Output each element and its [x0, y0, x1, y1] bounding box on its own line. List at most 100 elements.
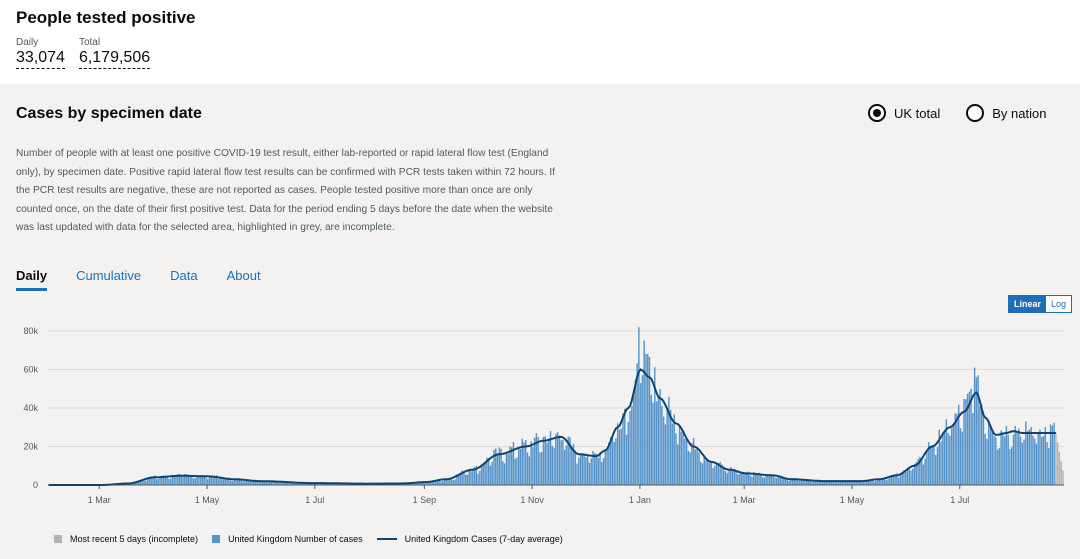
linear-scale-button[interactable]: Linear: [1009, 296, 1047, 312]
daily-case-bar: [830, 481, 833, 485]
blue-swatch-icon: [212, 535, 221, 543]
daily-case-bar: [712, 468, 714, 485]
daily-case-bar: [807, 480, 810, 485]
daily-case-bar: [717, 463, 720, 485]
tab-data[interactable]: Data: [170, 268, 198, 283]
log-scale-button[interactable]: Log: [1046, 296, 1072, 312]
daily-case-bar: [986, 438, 988, 485]
daily-case-bar: [201, 474, 204, 485]
daily-case-bar: [701, 463, 704, 485]
daily-case-bar: [844, 480, 847, 485]
daily-case-bar: [903, 470, 905, 485]
daily-case-bar: [440, 481, 442, 485]
daily-case-bar: [298, 482, 301, 485]
daily-case-bar: [456, 474, 458, 485]
daily-case-bar: [1000, 430, 1002, 485]
daily-case-bar: [288, 482, 290, 485]
daily-case-bar: [459, 472, 462, 485]
daily-case-bar: [472, 470, 474, 485]
daily-case-bar: [526, 452, 529, 485]
daily-case-bar: [874, 480, 877, 485]
daily-case-bar: [1046, 442, 1048, 485]
tab-about[interactable]: About: [226, 268, 261, 283]
daily-case-bar: [993, 435, 995, 485]
daily-case-bar: [616, 423, 619, 485]
daily-case-bar: [936, 446, 939, 485]
daily-case-bar: [558, 435, 561, 485]
daily-value[interactable]: 33,074: [16, 48, 65, 69]
daily-case-bar: [267, 482, 269, 485]
daily-case-bar: [632, 392, 635, 485]
daily-case-bar: [749, 475, 751, 485]
daily-case-bar: [164, 476, 167, 485]
daily-case-bar: [947, 433, 949, 485]
total-value[interactable]: 6,179,506: [78, 48, 151, 69]
daily-case-bar: [581, 454, 584, 485]
daily-case-bar: [419, 482, 421, 485]
x-tick-label: 1 Jul: [950, 495, 969, 505]
daily-case-bar: [871, 480, 873, 485]
daily-case-bar: [585, 457, 587, 485]
daily-case-bar: [445, 479, 448, 485]
tab-daily[interactable]: Daily: [16, 268, 48, 291]
daily-case-bar: [671, 423, 674, 485]
daily-case-bar: [602, 458, 605, 485]
seven-day-average-line: [48, 368, 1056, 486]
daily-case-bar: [191, 476, 193, 485]
daily-case-bar: [1028, 429, 1031, 485]
daily-case-bar: [551, 445, 554, 485]
daily-case-bar: [532, 446, 534, 485]
radio-by-nation[interactable]: By nation: [966, 104, 1046, 122]
daily-case-bar: [620, 428, 622, 485]
daily-case-bar: [275, 481, 278, 485]
daily-case-bar: [641, 375, 644, 485]
radio-checked-icon[interactable]: [868, 104, 886, 122]
daily-case-bar: [313, 483, 315, 485]
daily-case-bar: [869, 479, 872, 485]
daily-case-bar: [546, 442, 548, 485]
daily-case-bar: [486, 457, 488, 485]
daily-case-bar: [263, 481, 266, 485]
daily-case-bar: [155, 479, 158, 485]
daily-case-bar: [784, 477, 787, 485]
daily-case-bar: [952, 423, 955, 485]
daily-case-bar: [318, 483, 320, 485]
radio-uk-total[interactable]: UK total: [868, 104, 940, 122]
daily-case-bar: [878, 478, 880, 485]
daily-case-bar: [434, 480, 437, 485]
daily-case-bar: [184, 474, 186, 485]
daily-case-bar: [586, 454, 589, 485]
daily-case-bar: [143, 480, 145, 485]
daily-case-bar: [491, 461, 493, 485]
daily-case-bar: [669, 409, 672, 485]
daily-case-bar: [141, 480, 144, 485]
daily-case-bar: [731, 470, 734, 485]
daily-case-bar: [795, 479, 797, 485]
legend-average-label: United Kingdom Cases (7-day average): [404, 534, 563, 544]
daily-case-bar: [1014, 425, 1016, 485]
daily-case-bar: [666, 408, 668, 485]
daily-case-bar: [982, 411, 985, 485]
legend-incomplete: Most recent 5 days (incomplete): [54, 534, 198, 544]
daily-case-bar: [286, 482, 288, 485]
daily-case-bar: [208, 476, 211, 485]
daily-case-bar: [883, 477, 886, 485]
daily-case-bar: [728, 469, 730, 485]
daily-case-bar: [199, 475, 202, 485]
daily-case-bar: [1044, 426, 1047, 485]
daily-case-bar: [705, 460, 707, 485]
daily-case-bar: [553, 447, 555, 485]
daily-case-bar: [205, 477, 207, 485]
daily-case-bar: [222, 477, 225, 485]
tab-cumulative[interactable]: Cumulative: [76, 268, 142, 283]
daily-case-bar: [904, 471, 907, 485]
daily-case-bar: [684, 438, 686, 485]
daily-case-bar: [498, 447, 501, 485]
daily-case-bar: [212, 476, 214, 485]
radio-unchecked-icon[interactable]: [966, 104, 985, 122]
daily-case-bar: [765, 476, 767, 485]
daily-case-bar: [540, 452, 543, 485]
daily-case-bar: [698, 452, 700, 485]
daily-case-bar: [1042, 435, 1045, 485]
chart-legend: Most recent 5 days (incomplete) United K…: [54, 534, 563, 544]
